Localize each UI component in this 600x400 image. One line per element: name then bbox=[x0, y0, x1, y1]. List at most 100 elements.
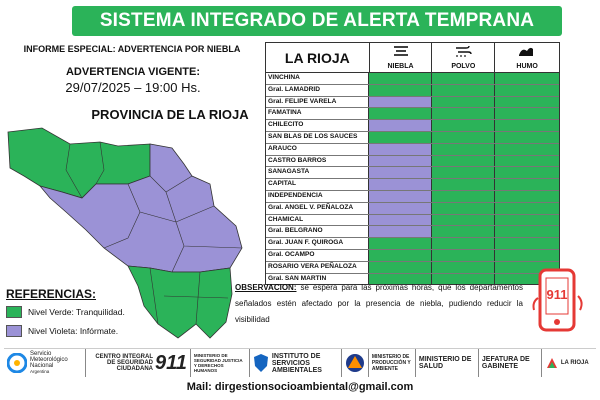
table-row: Gral. OCAMPO bbox=[266, 249, 559, 262]
level-cell-niebla bbox=[369, 249, 432, 261]
smn-icon bbox=[7, 353, 27, 373]
column-humo: HUMO bbox=[495, 43, 559, 72]
smn-text: Servicio Meteorológico Nacional Argentina bbox=[30, 351, 82, 375]
department-name: INDEPENDENCIA bbox=[266, 190, 369, 202]
level-cell-humo bbox=[495, 214, 559, 226]
level-cell-polvo bbox=[432, 167, 495, 179]
level-cell-polvo bbox=[432, 108, 495, 120]
ref-item-green: Nivel Verde: Tranquilidad. bbox=[6, 306, 125, 318]
level-cell-polvo bbox=[432, 202, 495, 214]
level-cell-polvo bbox=[432, 238, 495, 249]
ministerio-salud-logo: MINISTERIO DE SALUD bbox=[416, 349, 479, 377]
la-rioja-logo: LA RIOJA bbox=[542, 349, 592, 377]
level-cell-niebla bbox=[369, 226, 432, 238]
department-name: Gral. BELGRANO bbox=[266, 226, 369, 238]
level-cell-niebla bbox=[369, 96, 432, 108]
table-row: SAN BLAS DE LOS SAUCES bbox=[266, 131, 559, 144]
column-label: NIEBLA bbox=[387, 63, 414, 70]
table-row: CHAMICAL bbox=[266, 214, 559, 227]
smn-logo: Servicio Meteorológico Nacional Argentina bbox=[4, 349, 86, 377]
level-cell-niebla bbox=[369, 108, 432, 120]
table-row: Gral. LAMADRID bbox=[266, 84, 559, 97]
civil-defense-icon bbox=[345, 354, 364, 372]
department-name: VINCHINA bbox=[266, 73, 369, 84]
fog-icon bbox=[393, 46, 408, 56]
level-cell-humo bbox=[495, 108, 559, 120]
level-cell-niebla bbox=[369, 214, 432, 226]
department-name: SANAGASTA bbox=[266, 167, 369, 179]
la-rioja-icon bbox=[546, 358, 557, 368]
department-name: CASTRO BARROS bbox=[266, 155, 369, 167]
ministerio-salud-text: MINISTERIO DE SALUD bbox=[418, 356, 472, 370]
table-row: CHILECITO bbox=[266, 120, 559, 132]
province-map bbox=[7, 127, 243, 339]
centro-911-logo: CENTRO INTEGRAL DE SEGURIDAD CIUDADANA 9… bbox=[86, 349, 191, 377]
department-name: CHILECITO bbox=[266, 120, 369, 131]
level-cell-humo bbox=[495, 179, 559, 190]
table-row: VINCHINA bbox=[266, 73, 559, 85]
table-row: Gral. ANGEL V. PEÑALOZA bbox=[266, 202, 559, 215]
table-row: INDEPENDENCIA bbox=[266, 190, 559, 203]
table-row: SANAGASTA bbox=[266, 167, 559, 180]
table-row: CASTRO BARROS bbox=[266, 155, 559, 168]
level-cell-polvo bbox=[432, 84, 495, 96]
level-cell-polvo bbox=[432, 155, 495, 167]
level-cell-niebla bbox=[369, 73, 432, 84]
table-body: VINCHINA Gral. LAMADRID Gral. FELIPE VAREL… bbox=[266, 73, 559, 285]
page-title: SISTEMA INTEGRADO DE ALERTA TEMPRANA bbox=[72, 6, 562, 36]
department-name: Gral. OCAMPO bbox=[266, 249, 369, 261]
table-header: LA RIOJA NIEBLA POLVO bbox=[266, 43, 559, 73]
level-cell-niebla bbox=[369, 84, 432, 96]
level-cell-polvo bbox=[432, 261, 495, 273]
dust-icon bbox=[456, 45, 473, 57]
level-cell-niebla bbox=[369, 120, 432, 131]
level-cell-humo bbox=[495, 143, 559, 155]
ref-label-violet: Nivel Violeta: Infórmate. bbox=[28, 326, 119, 336]
level-cell-humo bbox=[495, 73, 559, 84]
table-row: CAPITAL bbox=[266, 179, 559, 191]
department-name: CAPITAL bbox=[266, 179, 369, 190]
table-row: Gral. FELIPE VARELA bbox=[266, 96, 559, 109]
department-name: Gral. FELIPE VARELA bbox=[266, 96, 369, 108]
level-cell-polvo bbox=[432, 214, 495, 226]
level-cell-humo bbox=[495, 261, 559, 273]
provincia-title: PROVINCIA DE LA RIOJA bbox=[91, 107, 249, 122]
level-cell-polvo bbox=[432, 73, 495, 84]
level-cell-niebla bbox=[369, 167, 432, 179]
level-cell-niebla bbox=[369, 202, 432, 214]
level-cell-polvo bbox=[432, 226, 495, 238]
level-cell-humo bbox=[495, 155, 559, 167]
level-cell-polvo bbox=[432, 273, 495, 285]
level-cell-polvo bbox=[432, 249, 495, 261]
level-cell-humo bbox=[495, 167, 559, 179]
referencias-title: REFERENCIAS: bbox=[6, 287, 97, 301]
level-cell-humo bbox=[495, 273, 559, 285]
department-name: ROSARIO VERA PEÑALOZA bbox=[266, 261, 369, 273]
column-label: HUMO bbox=[516, 63, 538, 70]
shield-icon bbox=[253, 354, 268, 372]
ref-item-violet: Nivel Violeta: Infórmate. bbox=[6, 325, 118, 337]
la-rioja-text: LA RIOJA bbox=[560, 360, 589, 366]
department-name: Gral. JUAN F. QUIROGA bbox=[266, 238, 369, 249]
level-cell-niebla bbox=[369, 238, 432, 249]
department-name: SAN BLAS DE LOS SAUCES bbox=[266, 131, 369, 143]
level-cell-niebla bbox=[369, 261, 432, 273]
level-cell-polvo bbox=[432, 143, 495, 155]
phone-911-icon: 911 bbox=[532, 268, 583, 332]
observacion: OBSERVACION: se espera para las próximas… bbox=[235, 280, 523, 328]
jefatura-logo: JEFATURA DE GABINETE bbox=[479, 349, 542, 377]
column-label: POLVO bbox=[451, 63, 476, 70]
contact-mail: Mail: dirgestionsocioambiental@gmail.com bbox=[186, 381, 414, 393]
observacion-label: OBSERVACION: bbox=[235, 283, 297, 292]
table-row: ARAUCO bbox=[266, 143, 559, 156]
phone-number: 911 bbox=[547, 287, 568, 302]
ref-swatch-green bbox=[6, 306, 22, 318]
smn-sub: Argentina bbox=[30, 369, 50, 374]
ministerio-seguridad-text: MINISTERIO DE SEGURIDAD JUSTICIA Y DEREC… bbox=[193, 353, 243, 373]
dc-logo bbox=[342, 349, 369, 377]
advertencia-date: 29/07/2025 – 19:00 Hs. bbox=[65, 80, 201, 95]
level-cell-humo bbox=[495, 120, 559, 131]
table-row: FAMATINA bbox=[266, 108, 559, 121]
level-cell-humo bbox=[495, 202, 559, 214]
